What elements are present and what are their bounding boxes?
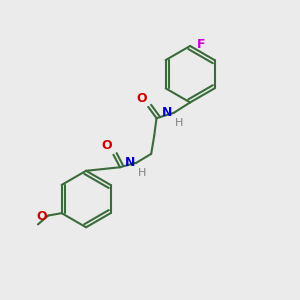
Text: O: O [101, 140, 112, 152]
Text: N: N [125, 156, 135, 169]
Text: H: H [137, 167, 146, 178]
Text: O: O [136, 92, 147, 104]
Text: F: F [197, 38, 205, 51]
Text: O: O [36, 210, 47, 223]
Text: N: N [162, 106, 172, 119]
Text: H: H [175, 118, 183, 128]
